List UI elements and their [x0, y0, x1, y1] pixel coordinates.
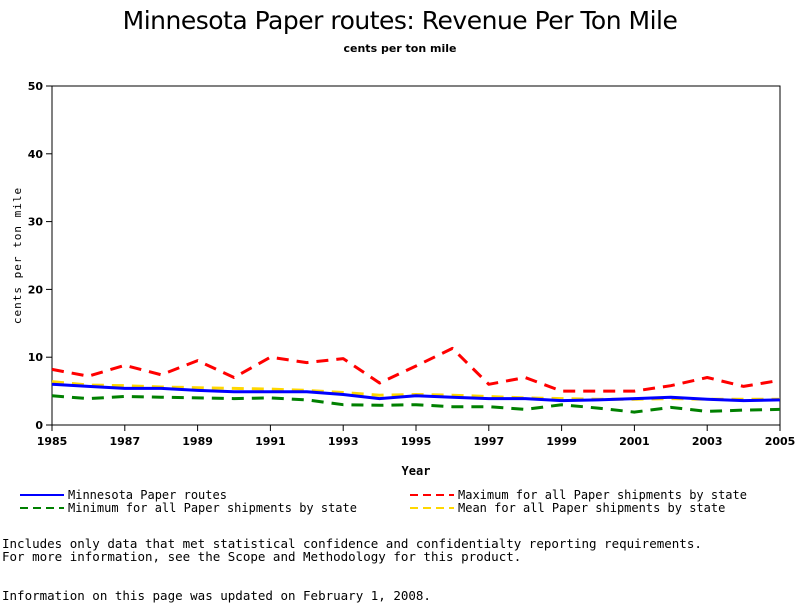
x-tick-label: 2005	[765, 435, 796, 448]
x-tick-label: 2001	[619, 435, 650, 448]
series-line-maximum	[51, 346, 781, 393]
y-tick-label: 10	[28, 351, 44, 364]
legend-swatch-maximum	[410, 494, 454, 496]
legend-label-minnesota: Minnesota Paper routes	[68, 488, 227, 502]
x-tick-label: 1995	[401, 435, 432, 448]
series-line-minnesota	[51, 382, 781, 403]
y-tick-label: 40	[28, 148, 44, 161]
x-tick-label: 1987	[109, 435, 140, 448]
x-tick-label: 1993	[328, 435, 359, 448]
series-line-minimum	[51, 394, 781, 414]
x-tick-label: 1999	[546, 435, 577, 448]
plot-frame	[51, 85, 781, 426]
y-axis-label: cents per ton mile	[11, 187, 24, 324]
legend-swatch-mean	[410, 507, 454, 509]
note-updated: Information on this page was updated on …	[2, 588, 431, 603]
legend-label-mean: Mean for all Paper shipments by state	[458, 501, 726, 515]
note-methodology: For more information, see the Scope and …	[2, 549, 522, 564]
legend-swatch-minimum	[20, 507, 64, 509]
chart-title: Minnesota Paper routes: Revenue Per Ton …	[122, 6, 678, 35]
x-tick-label: 1997	[473, 435, 504, 448]
y-tick-label: 30	[28, 216, 44, 229]
y-tick-label: 20	[28, 283, 44, 296]
x-tick-label: 2003	[692, 435, 723, 448]
legend-label-minimum: Minimum for all Paper shipments by state	[68, 501, 357, 515]
x-tick-label: 1991	[255, 435, 286, 448]
legend-label-maximum: Maximum for all Paper shipments by state	[458, 488, 747, 502]
note-confidentiality: Includes only data that met statistical …	[2, 536, 702, 551]
y-tick-label: 0	[35, 419, 43, 432]
y-tick-label: 50	[28, 80, 44, 93]
x-tick-label: 1985	[37, 435, 68, 448]
legend-swatch-minnesota	[20, 494, 64, 496]
line-chart: 0 10 20 30 40 50 1985 1987 1989 1991 1993 1995 1997 1…	[11, 80, 796, 478]
chart-subtitle: cents per ton mile	[343, 42, 457, 55]
x-axis-label: Year	[402, 464, 431, 478]
x-tick-label: 1989	[182, 435, 213, 448]
